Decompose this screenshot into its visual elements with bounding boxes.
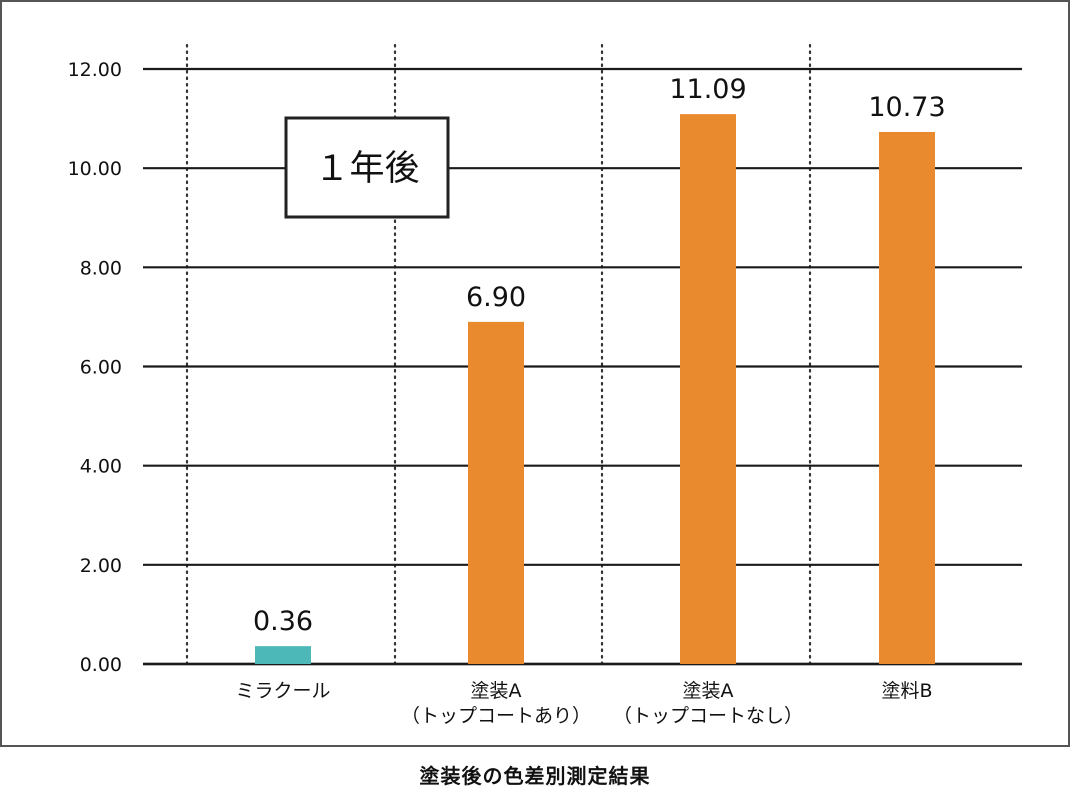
y-tick-label: 8.00 bbox=[80, 257, 122, 279]
data-label: 10.73 bbox=[868, 92, 945, 123]
category-label: 塗装A bbox=[471, 679, 522, 702]
y-tick-label: 12.00 bbox=[68, 59, 122, 81]
category-label: （トップコートあり） bbox=[401, 705, 591, 727]
bar-3 bbox=[879, 131, 935, 665]
bar-1 bbox=[468, 321, 524, 664]
y-tick-label: 4.00 bbox=[80, 456, 122, 478]
y-axis: 0.00 2.00 4.00 6.00 8.00 10.00 12.00 bbox=[68, 59, 122, 676]
annotation-text: １年後 bbox=[314, 149, 419, 189]
y-tick-label: 0.00 bbox=[80, 654, 122, 676]
data-label: 6.90 bbox=[466, 282, 526, 313]
category-label: 塗装A bbox=[683, 679, 734, 702]
data-label: 0.36 bbox=[253, 606, 313, 637]
y-tick-label: 6.00 bbox=[80, 357, 122, 379]
category-label: （トップコートなし） bbox=[613, 705, 803, 727]
data-labels: 0.36 6.90 11.09 10.73 bbox=[253, 74, 946, 637]
data-label: 11.09 bbox=[669, 74, 746, 105]
figure-caption: 塗装後の色差別測定結果 bbox=[419, 764, 651, 788]
category-label: 塗料B bbox=[881, 679, 932, 702]
bar-chart: 0.00 2.00 4.00 6.00 8.00 10.00 12.00 0.36 6.90 1… bbox=[68, 43, 1022, 727]
x-axis: ミラクール 塗装A （トップコートあり） 塗装A （トップコートなし） 塗料B bbox=[235, 679, 932, 727]
chart-frame bbox=[0, 0, 1070, 747]
bars bbox=[255, 114, 935, 665]
bar-2 bbox=[680, 114, 736, 664]
y-tick-label: 2.00 bbox=[80, 555, 122, 577]
annotation-frame bbox=[284, 116, 450, 219]
annotation-box: １年後 bbox=[284, 116, 450, 219]
bar-0 bbox=[255, 646, 311, 664]
category-label: ミラクール bbox=[235, 680, 330, 702]
y-tick-label: 10.00 bbox=[68, 158, 122, 180]
